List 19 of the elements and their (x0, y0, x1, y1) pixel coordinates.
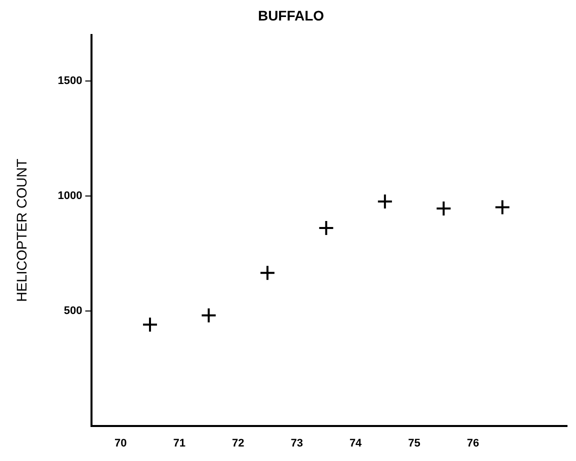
point (318, 220, 334, 236)
y-tick-label: 1500 (58, 74, 82, 87)
y-tick-label: 1000 (58, 190, 82, 202)
x-tick-label: 71 (173, 437, 186, 450)
y-axis-title: HELICOPTER COUNT (13, 158, 30, 302)
point (142, 316, 158, 333)
x-tick-label: 74 (349, 437, 363, 450)
y-tick-label: 500 (64, 304, 82, 317)
chart-title: BUFFALO (258, 7, 324, 24)
x-tick-label: 76 (466, 437, 480, 450)
point (436, 200, 452, 216)
x-tick-label: 70 (114, 437, 127, 450)
x-tick-label: 73 (290, 437, 303, 450)
point (259, 264, 276, 281)
point (200, 307, 217, 324)
point (494, 199, 510, 216)
x-tick-label: 75 (408, 437, 420, 450)
point (376, 194, 393, 210)
x-tick-label: 72 (232, 437, 244, 450)
